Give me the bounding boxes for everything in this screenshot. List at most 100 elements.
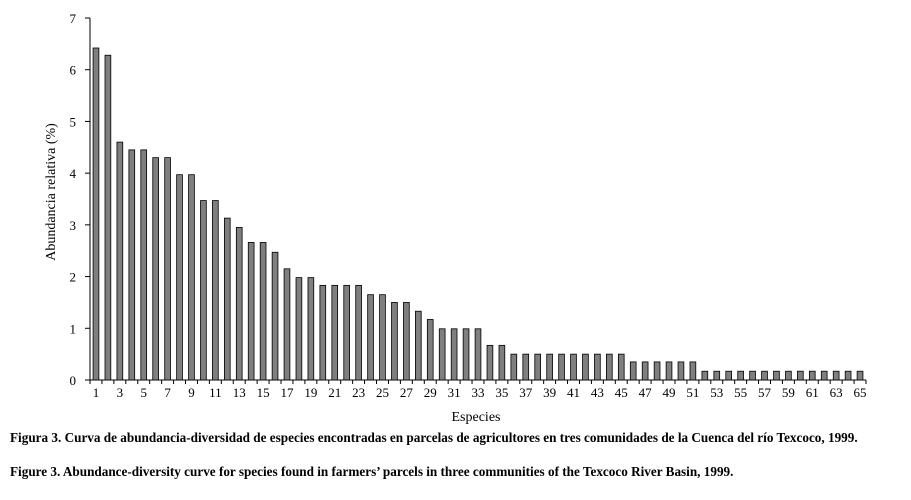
bar-species-1 (92, 47, 100, 381)
x-tick-label: 43 (591, 385, 604, 400)
x-tick-label: 7 (164, 385, 171, 400)
x-tick-label: 59 (782, 385, 795, 400)
x-tick-label: 19 (304, 385, 317, 400)
x-tick-label: 21 (328, 385, 341, 400)
bar-species-41 (570, 353, 577, 381)
x-tick-label: 47 (639, 385, 653, 400)
x-tick-label: 1 (93, 385, 100, 400)
x-tick-label: 57 (758, 385, 772, 400)
bar-species-4 (128, 149, 136, 381)
x-tick-label: 17 (280, 385, 294, 400)
bar-species-65 (856, 370, 864, 381)
bar-species-17 (283, 268, 291, 381)
bar-species-19 (307, 277, 315, 381)
bar-species-32 (462, 328, 470, 381)
bar-species-49 (665, 361, 673, 381)
bar-species-42 (582, 353, 589, 381)
bar-species-30 (438, 328, 446, 381)
y-tick-label: 2 (70, 270, 77, 285)
x-axis: 1 3 5 7 9 11 13 15 17 19 21 23 25 27 29 31 33 35 37 39 41 43 4… (89, 379, 867, 400)
x-tick-label: 53 (710, 385, 723, 400)
caption-spanish: Figura 3. Curva de abundancia-diversidad… (10, 429, 911, 446)
x-axis-title: Especies (452, 410, 501, 425)
caption-english-text: Abundance-diversity curve for species fo… (62, 464, 734, 479)
bar-species-60 (797, 370, 804, 381)
x-tick-label: 23 (352, 385, 365, 400)
bar-species-64 (844, 370, 852, 381)
bar-species-56 (749, 370, 756, 381)
bar-species-51 (689, 361, 697, 381)
bar-species-21 (331, 284, 339, 381)
x-tick-label: 33 (472, 385, 485, 400)
caption-spanish-text: Curva de abundancia-diversidad de especi… (64, 430, 858, 445)
x-tick-label: 13 (233, 385, 246, 400)
x-tick-label: 39 (543, 385, 556, 400)
y-tick-label: 3 (70, 218, 77, 233)
x-tick-label: 65 (854, 385, 867, 400)
x-tick-label: 61 (806, 385, 819, 400)
bar-species-27 (403, 302, 410, 381)
bar-species-9 (188, 174, 195, 381)
bar-species-43 (594, 353, 601, 381)
bar-species-35 (498, 344, 506, 381)
bar-species-31 (450, 328, 458, 381)
bar-species-16 (271, 251, 279, 381)
bar-species-6 (152, 157, 159, 381)
y-tick-label: 5 (70, 114, 77, 129)
x-tick-label: 29 (424, 385, 437, 400)
bar-species-14 (247, 242, 255, 381)
bar-species-36 (510, 353, 518, 381)
bar-species-57 (761, 370, 768, 381)
bar-species-8 (176, 174, 183, 381)
x-tick-label: 63 (830, 385, 843, 400)
bar-species-55 (737, 370, 744, 381)
y-tick-label: 4 (70, 166, 77, 181)
bar-species-3 (116, 141, 124, 381)
bar-species-7 (164, 157, 171, 381)
bar-species-20 (319, 284, 327, 381)
x-tick-label: 45 (615, 385, 628, 400)
bar-species-63 (832, 370, 840, 381)
y-tick-label: 7 (70, 11, 77, 26)
bars-group (92, 47, 864, 381)
bar-species-24 (367, 294, 374, 381)
x-tick-label: 27 (400, 385, 414, 400)
bar-species-34 (486, 344, 494, 381)
bar-species-37 (522, 353, 530, 381)
bar-species-39 (546, 353, 553, 381)
bar-species-59 (785, 370, 792, 381)
bar-species-29 (426, 319, 434, 381)
bar-species-2 (104, 54, 112, 381)
y-axis-title: Abundancia relativa (%) (44, 123, 59, 261)
bar-species-5 (140, 149, 148, 381)
bar-species-22 (343, 284, 350, 381)
bar-species-54 (725, 370, 733, 381)
bar-species-58 (773, 370, 780, 381)
bar-species-38 (534, 353, 541, 381)
x-tick-label: 15 (257, 385, 270, 400)
x-tick-label: 5 (140, 385, 147, 400)
bar-species-53 (713, 370, 721, 381)
caption-english-label: Figure 3. (10, 464, 61, 479)
bar-species-11 (212, 200, 219, 381)
x-tick-label: 25 (376, 385, 389, 400)
bar-species-46 (629, 361, 637, 381)
bar-species-13 (235, 227, 243, 381)
x-tick-label: 11 (209, 385, 222, 400)
bar-species-61 (808, 370, 816, 381)
bar-species-18 (295, 277, 303, 381)
x-tick-label: 51 (686, 385, 699, 400)
bar-species-33 (474, 328, 482, 381)
y-tick-label: 6 (70, 63, 77, 78)
caption-english: Figure 3. Abundance-diversity curve for … (10, 463, 905, 480)
bar-species-15 (259, 242, 267, 381)
bar-species-40 (558, 353, 565, 381)
bar-species-48 (653, 361, 661, 381)
caption-spanish-label: Figura 3. (10, 430, 62, 445)
x-tick-label: 37 (519, 385, 533, 400)
bar-species-23 (355, 284, 362, 381)
y-tick-label: 0 (70, 373, 77, 388)
x-tick-label: 49 (663, 385, 676, 400)
x-tick-label: 31 (448, 385, 461, 400)
